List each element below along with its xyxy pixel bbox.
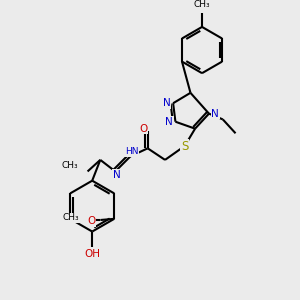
Text: CH₃: CH₃ bbox=[62, 161, 78, 170]
Text: O: O bbox=[88, 216, 96, 226]
Text: S: S bbox=[181, 140, 188, 152]
Text: N: N bbox=[112, 170, 120, 180]
Text: CH₃: CH₃ bbox=[63, 213, 80, 222]
Text: N: N bbox=[165, 117, 173, 127]
Text: OH: OH bbox=[84, 248, 100, 259]
Text: CH₃: CH₃ bbox=[194, 1, 210, 10]
Text: N: N bbox=[163, 98, 171, 108]
Text: O: O bbox=[139, 124, 147, 134]
Text: N: N bbox=[211, 109, 219, 118]
Text: HN: HN bbox=[125, 147, 138, 156]
